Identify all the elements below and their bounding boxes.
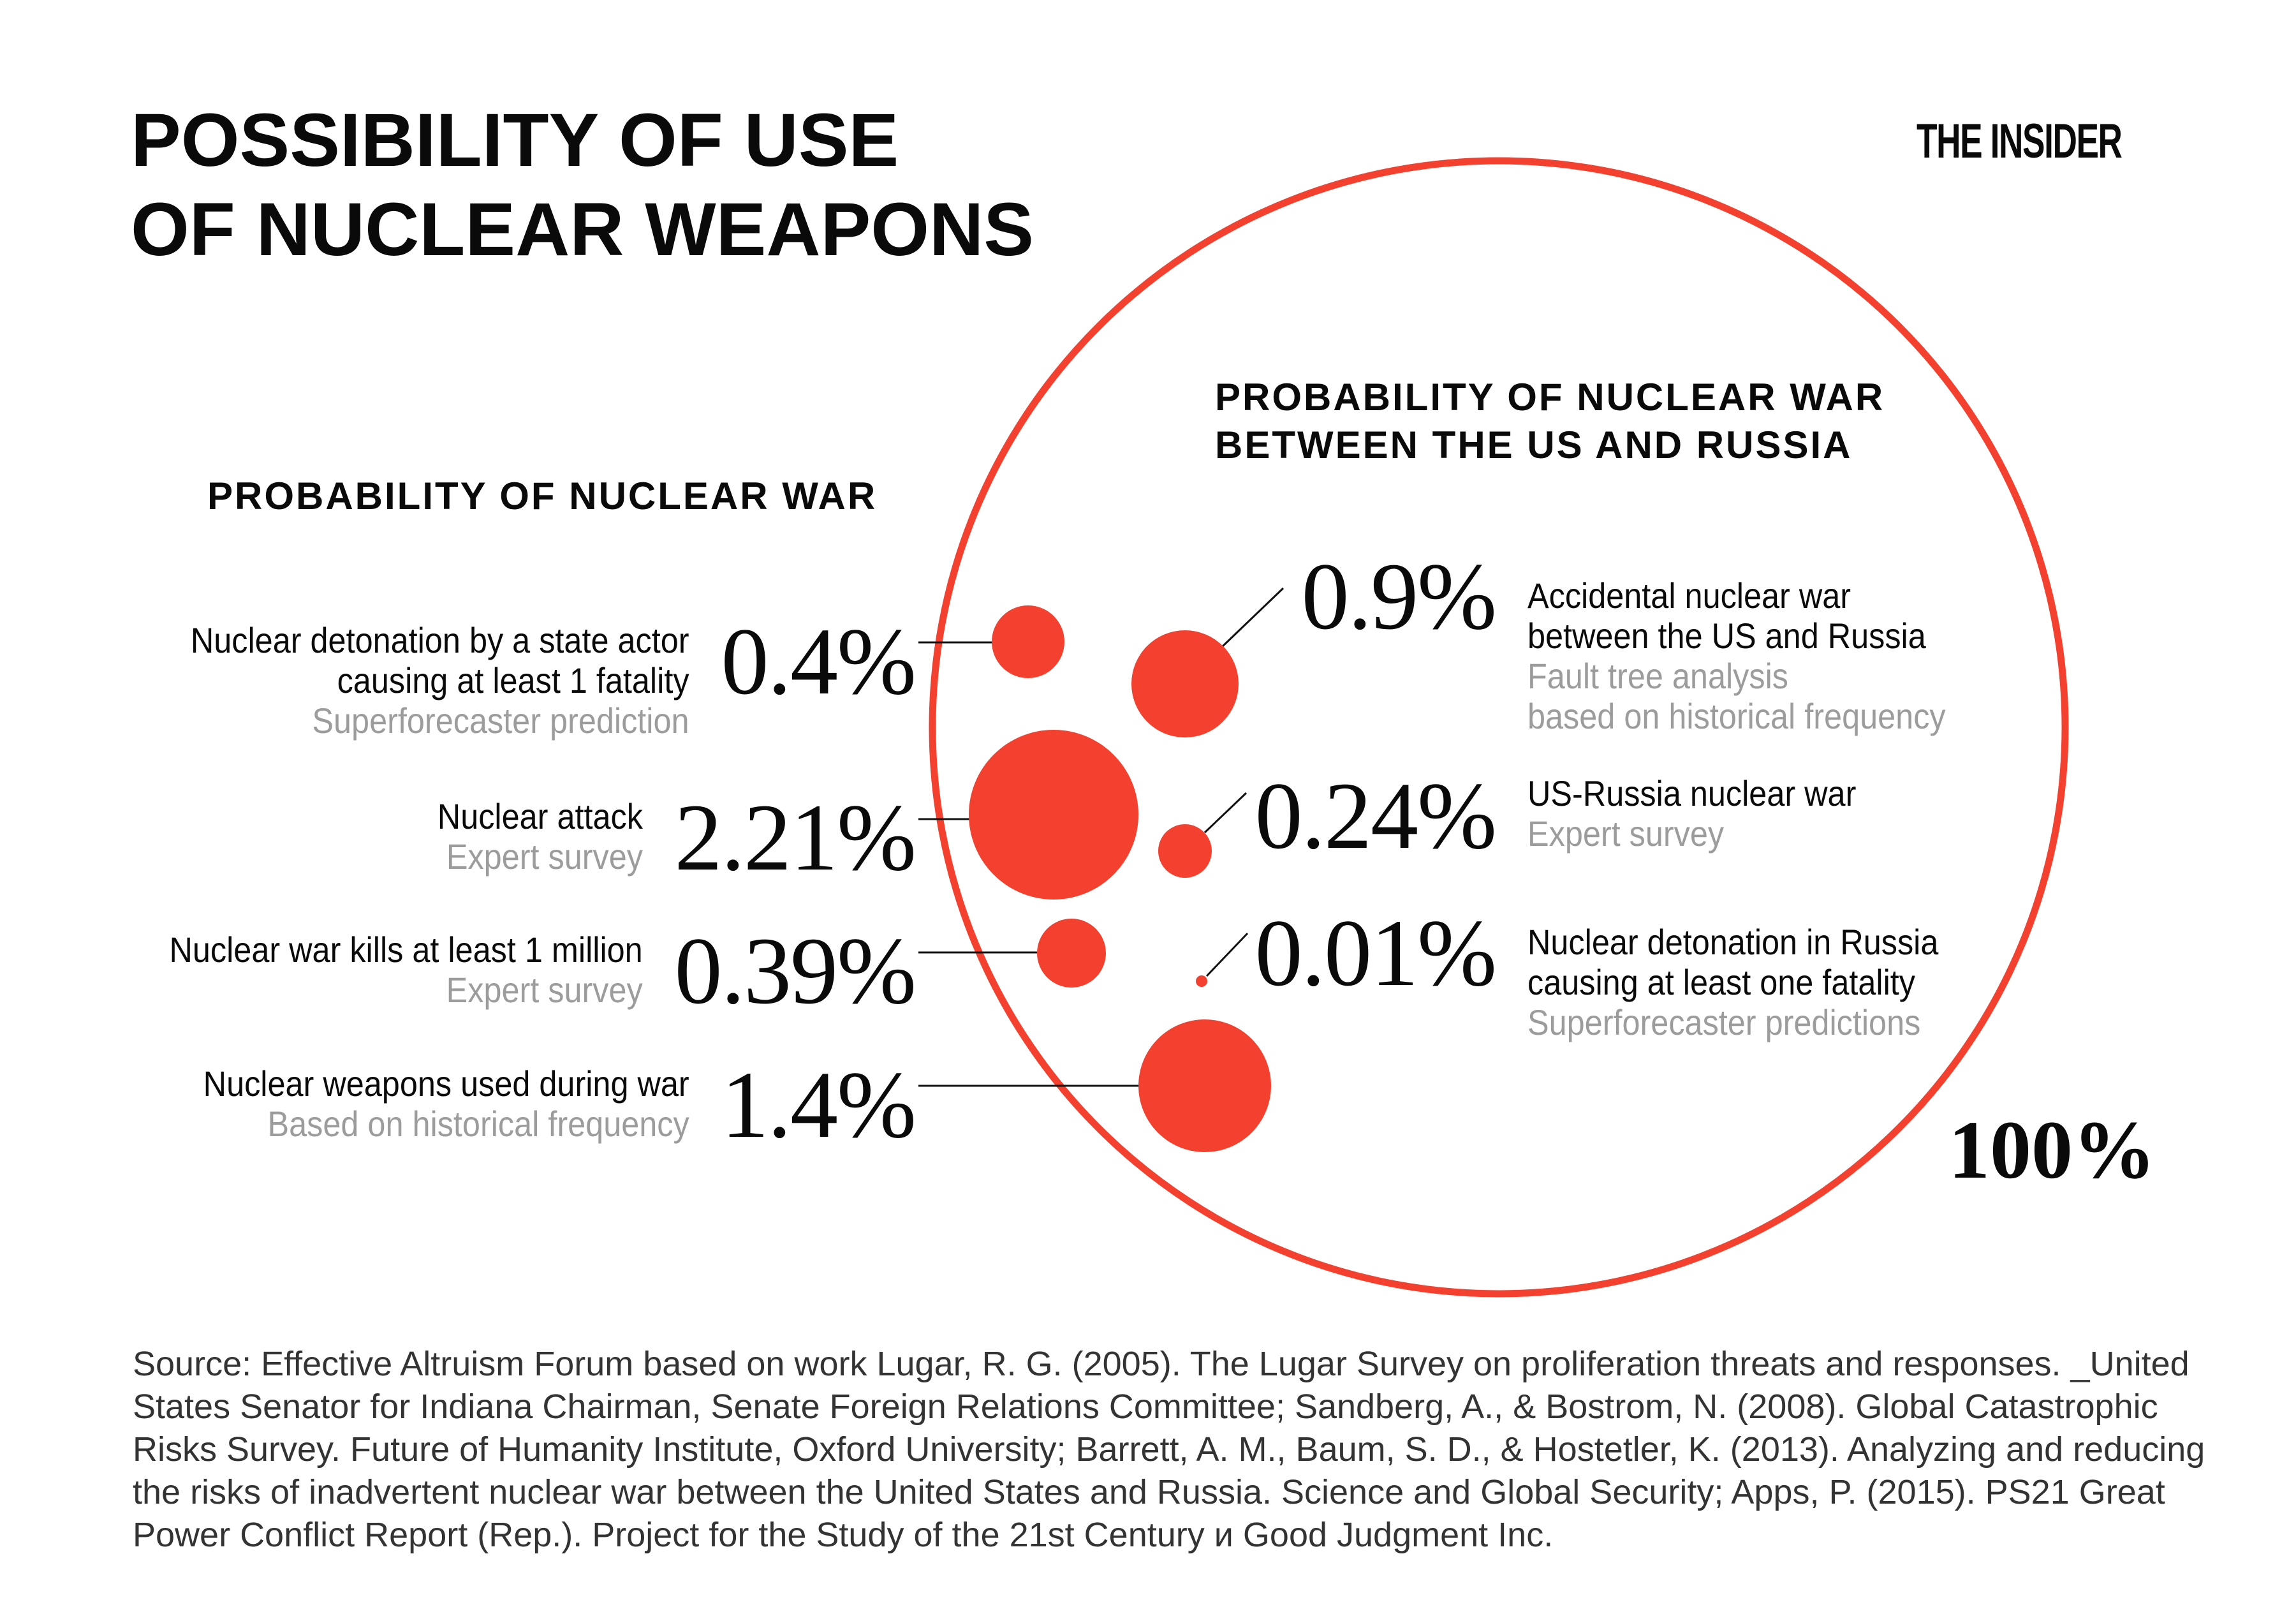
left-item-labels: Nuclear weapons used during war Based on… — [203, 1057, 689, 1144]
bubble-2.21-percent — [969, 730, 1138, 900]
item-value: 0.24% — [1255, 763, 1497, 869]
right-item-accidental-war: 0.9% Accidental nuclear war between the … — [1252, 549, 1992, 736]
item-method: Expert survey — [446, 970, 643, 1010]
right-item-labels: US-Russia nuclear war Expert survey — [1527, 768, 1856, 854]
bubble-0.9-percent — [1131, 630, 1239, 737]
item-label: Nuclear detonation in Russia — [1527, 922, 1939, 962]
item-method: Expert survey — [1527, 813, 1725, 854]
brand-logo: THE INSIDER — [1917, 114, 2123, 168]
leader-line-0.01-percent — [1205, 932, 1249, 977]
item-value: 0.9% — [1301, 544, 1497, 649]
item-method: Fault tree analysis — [1527, 656, 1788, 696]
right-section-heading-line-2: BETWEEN THE US AND RUSSIA — [1215, 424, 1853, 466]
item-method: Superforecaster prediction — [312, 700, 689, 741]
left-section-heading: PROBABILITY OF NUCLEAR WAR — [207, 475, 878, 517]
right-section-heading: PROBABILITY OF NUCLEAR WAR BETWEEN THE U… — [1215, 373, 1885, 469]
item-label: Nuclear attack — [437, 796, 643, 836]
item-label: Nuclear war kills at least 1 million — [169, 929, 643, 970]
left-item-labels: Nuclear attack Expert survey — [437, 790, 642, 877]
left-item-labels: Nuclear detonation by a state actor caus… — [191, 614, 689, 741]
left-item-state-actor-detonation: Nuclear detonation by a state actor caus… — [135, 609, 916, 741]
left-item-labels: Nuclear war kills at least 1 million Exp… — [169, 923, 642, 1010]
right-section-heading-line-1: PROBABILITY OF NUCLEAR WAR — [1215, 376, 1885, 418]
total-value-label: 100% — [1948, 1104, 2156, 1196]
right-item-labels: Nuclear detonation in Russia causing at … — [1527, 905, 1938, 1042]
item-value: 0.39% — [674, 918, 916, 1024]
page-title-line-2: OF NUCLEAR WEAPONS — [131, 188, 1034, 272]
item-method: Expert survey — [446, 836, 643, 877]
total-circle-100-percent — [929, 157, 2069, 1298]
item-method: Based on historical frequency — [267, 1104, 689, 1144]
item-value: 1.4% — [721, 1052, 916, 1158]
source-text: Source: Effective Altruism Forum based o… — [133, 1345, 2205, 1554]
leader-line-0.24-percent — [1203, 792, 1247, 834]
left-item-kills-1-million: Nuclear war kills at least 1 million Exp… — [117, 918, 916, 1024]
leader-line-0.9-percent — [1221, 587, 1284, 648]
item-label: between the US and Russia — [1527, 616, 1926, 656]
right-item-us-russia-war: 0.24% US-Russia nuclear war Expert surve… — [1252, 768, 1893, 864]
bubble-0.4-percent — [992, 605, 1064, 678]
page-title-line-1: POSSIBILITY OF USE — [131, 98, 899, 182]
bubble-0.24-percent — [1158, 824, 1212, 878]
item-value: 0.4% — [721, 609, 916, 714]
item-label: causing at least 1 fatality — [337, 660, 689, 700]
right-item-detonation-in-russia: 0.01% Nuclear detonation in Russia causi… — [1252, 905, 1984, 1042]
item-value: 2.21% — [674, 785, 916, 891]
item-label: Nuclear detonation by a state actor — [190, 620, 689, 660]
bubble-0.01-percent — [1196, 975, 1207, 987]
item-label: Nuclear weapons used during war — [203, 1063, 689, 1104]
page-title: POSSIBILITY OF USE OF NUCLEAR WEAPONS — [131, 96, 1034, 274]
bubble-1.4-percent — [1138, 1019, 1271, 1152]
item-value: 0.01% — [1255, 900, 1497, 1006]
right-item-labels: Accidental nuclear war between the US an… — [1527, 549, 1946, 736]
item-label: causing at least one fatality — [1527, 962, 1915, 1002]
left-item-nuclear-attack: Nuclear attack Expert survey 2.21% — [415, 785, 916, 891]
item-label: US-Russia nuclear war — [1527, 773, 1857, 813]
left-item-weapons-used-during-war: Nuclear weapons used during war Based on… — [149, 1052, 916, 1158]
item-label: Accidental nuclear war — [1527, 575, 1851, 616]
item-method: Superforecaster predictions — [1527, 1002, 1921, 1042]
item-method: based on historical frequency — [1527, 696, 1946, 736]
bubble-0.39-percent — [1037, 919, 1106, 988]
